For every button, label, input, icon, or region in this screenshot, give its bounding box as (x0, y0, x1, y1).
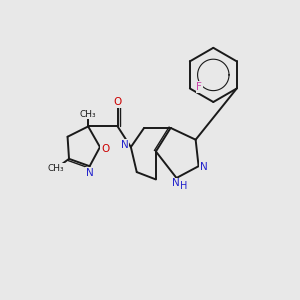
Text: O: O (101, 143, 110, 154)
Text: F: F (196, 82, 202, 92)
Text: N: N (200, 162, 208, 172)
Text: CH₃: CH₃ (80, 110, 97, 118)
Text: N: N (172, 178, 180, 188)
Text: CH₃: CH₃ (48, 164, 64, 173)
Text: N: N (121, 140, 129, 150)
Text: N: N (86, 168, 94, 178)
Text: O: O (113, 97, 122, 107)
Text: H: H (180, 181, 188, 191)
